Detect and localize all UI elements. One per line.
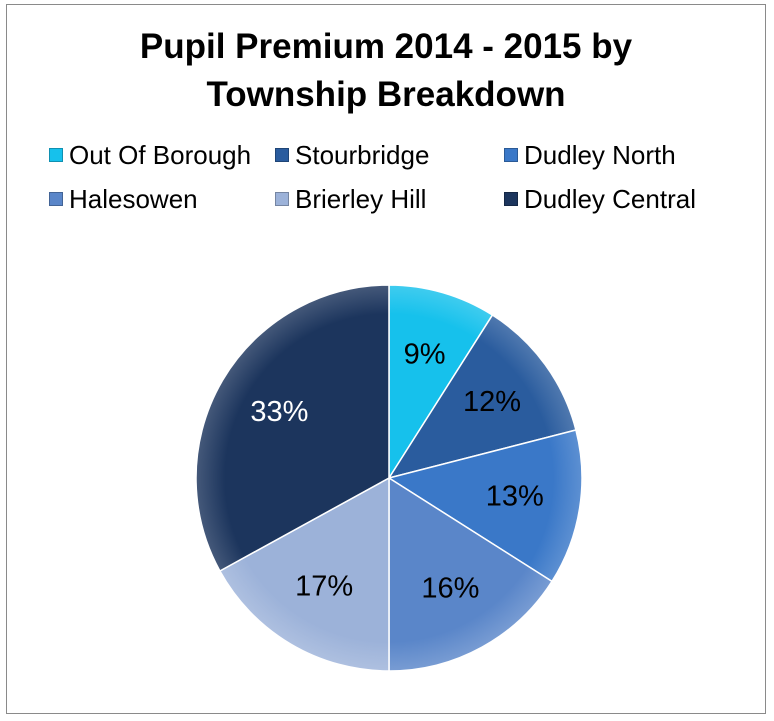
pie-slice-halesowen	[388, 477, 553, 672]
legend-label-stourbridge: Stourbridge	[295, 139, 430, 170]
pie-slices	[195, 284, 583, 672]
pie-label-out-of-borough: 9%	[404, 338, 446, 370]
legend-swatch-brierley-hill	[275, 192, 289, 206]
legend-item-dudley-north: Dudley North	[504, 140, 676, 170]
pie-label-stourbridge: 12%	[463, 386, 521, 418]
legend-swatch-stourbridge	[275, 148, 289, 162]
pie-slice-dudley-central	[195, 284, 390, 572]
chart-title-line-1: Pupil Premium 2014 - 2015 by	[139, 27, 633, 66]
pie-label-halesowen: 16%	[421, 572, 479, 604]
legend-label-dudley-central: Dudley Central	[524, 183, 696, 214]
pie-slice-out-of-borough	[388, 284, 494, 479]
chart-frame: Pupil Premium 2014 - 2015 by Township Br…	[6, 4, 766, 714]
legend-swatch-halesowen	[49, 192, 63, 206]
pie-label-dudley-central: 33%	[250, 396, 308, 428]
pie-slice-stourbridge	[388, 314, 577, 479]
legend: Out Of Borough Stourbridge Dudley North …	[49, 140, 749, 226]
legend-item-out-of-borough: Out Of Borough	[49, 140, 251, 170]
legend-swatch-dudley-north	[504, 148, 518, 162]
legend-item-halesowen: Halesowen	[49, 184, 198, 214]
pie-label-brierley-hill: 17%	[295, 570, 353, 602]
pie-slice-brierley-hill	[219, 477, 390, 672]
legend-item-stourbridge: Stourbridge	[275, 140, 429, 170]
legend-label-halesowen: Halesowen	[69, 183, 198, 214]
pie-labels: 9% 12% 13% 16% 17% 33%	[250, 338, 543, 604]
legend-label-out-of-borough: Out Of Borough	[69, 139, 252, 170]
pie-label-dudley-north: 13%	[486, 481, 544, 513]
legend-label-dudley-north: Dudley North	[524, 139, 676, 170]
legend-swatch-out-of-borough	[49, 148, 63, 162]
legend-item-brierley-hill: Brierley Hill	[275, 184, 426, 214]
legend-label-brierley-hill: Brierley Hill	[295, 183, 427, 214]
legend-swatch-dudley-central	[504, 192, 518, 206]
chart-title: Pupil Premium 2014 - 2015 by Township Br…	[7, 23, 765, 119]
legend-item-dudley-central: Dudley Central	[504, 184, 696, 214]
chart-title-line-2: Township Breakdown	[206, 75, 566, 114]
pie-slice-dudley-north	[388, 429, 583, 583]
pie-chart: 9% 12% 13% 16% 17% 33%	[195, 284, 583, 672]
